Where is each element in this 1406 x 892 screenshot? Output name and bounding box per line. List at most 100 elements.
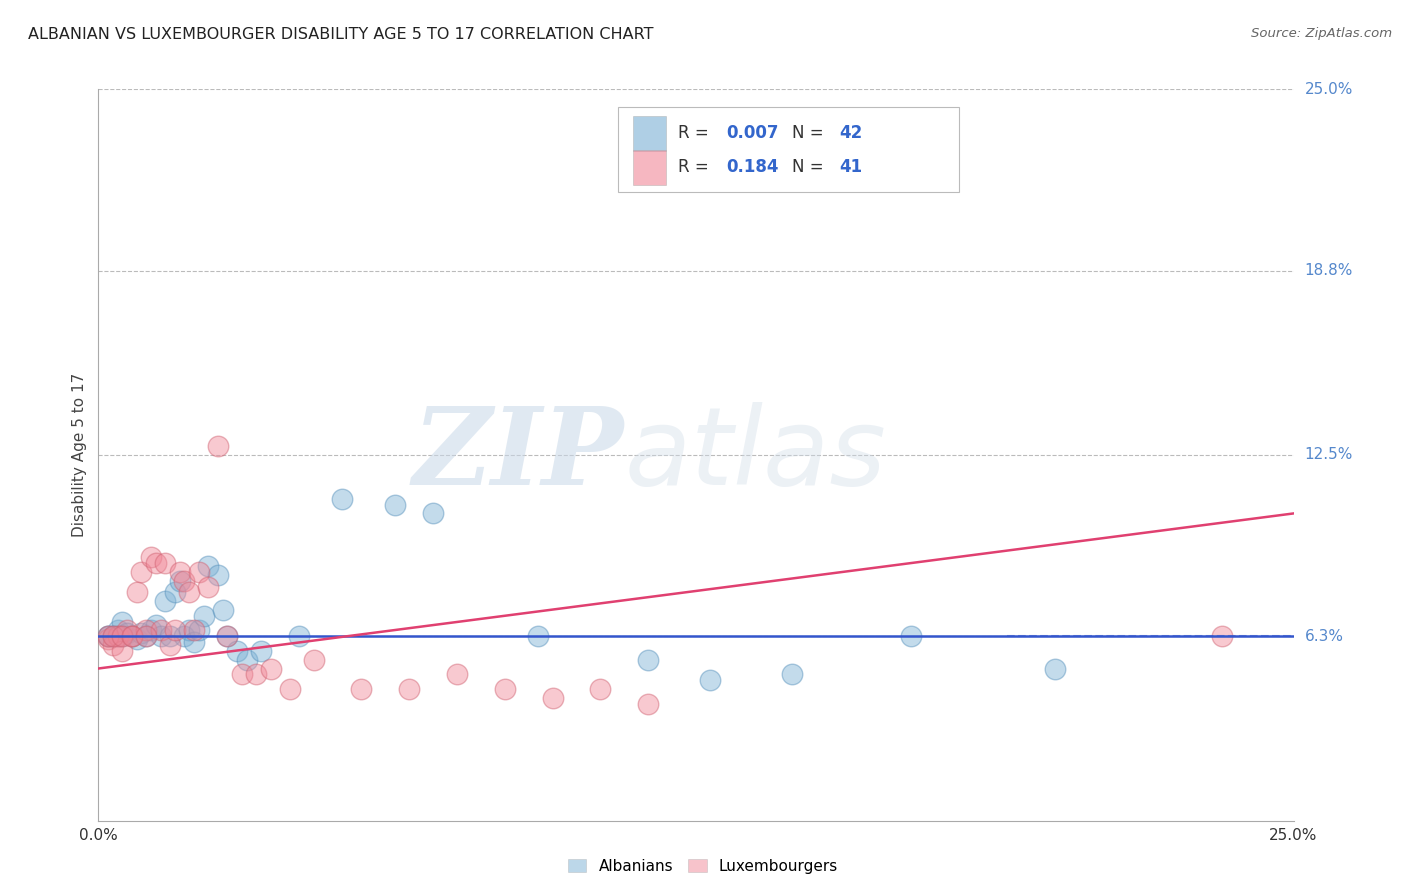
Point [159, 638, 181, 652]
Point [193, 608, 215, 623]
Point [173, 574, 195, 588]
Point [637, 697, 659, 711]
Text: Source: ZipAtlas.com: Source: ZipAtlas.com [1251, 27, 1392, 40]
Point [259, 661, 281, 675]
Point [97, 629, 120, 643]
Point [179, 624, 201, 638]
Point [139, 550, 162, 565]
Text: ZIP: ZIP [413, 402, 624, 508]
Point [1043, 661, 1066, 675]
Point [183, 624, 205, 638]
Point [115, 626, 138, 640]
Point [250, 644, 273, 658]
Point [107, 624, 129, 638]
Point [169, 565, 191, 579]
Text: atlas: atlas [624, 402, 886, 508]
Point [780, 667, 803, 681]
Point [207, 567, 229, 582]
Point [155, 556, 177, 570]
Point [183, 635, 205, 649]
Point [384, 498, 406, 512]
Point [101, 629, 124, 643]
Point [302, 653, 325, 667]
Text: 42: 42 [839, 124, 863, 142]
Point [135, 629, 157, 643]
Text: 18.8%: 18.8% [1305, 263, 1353, 278]
Point [163, 585, 186, 599]
Point [145, 556, 167, 570]
Point [97, 632, 120, 647]
Text: 25.0%: 25.0% [1305, 82, 1353, 96]
Point [197, 559, 219, 574]
Point [107, 629, 129, 643]
FancyBboxPatch shape [619, 108, 959, 192]
Text: 0.007: 0.007 [725, 124, 779, 142]
Point [207, 439, 229, 453]
Point [115, 624, 138, 638]
Point [111, 644, 134, 658]
Point [121, 629, 143, 643]
Point [149, 624, 172, 638]
Point [111, 615, 134, 629]
Point [145, 617, 167, 632]
Point [527, 629, 550, 643]
Point [169, 574, 191, 588]
Point [235, 653, 257, 667]
Text: ALBANIAN VS LUXEMBOURGER DISABILITY AGE 5 TO 17 CORRELATION CHART: ALBANIAN VS LUXEMBOURGER DISABILITY AGE … [28, 27, 654, 42]
Point [231, 667, 253, 681]
Point [111, 629, 134, 643]
Point [187, 624, 209, 638]
Point [589, 681, 612, 696]
Point [637, 653, 659, 667]
Point [494, 681, 516, 696]
Text: N =: N = [792, 124, 828, 142]
Point [111, 629, 134, 643]
Point [197, 580, 219, 594]
Text: N =: N = [792, 159, 828, 177]
Point [155, 594, 177, 608]
Point [107, 629, 129, 643]
Point [278, 681, 301, 696]
Point [101, 638, 124, 652]
Point [131, 626, 153, 640]
Point [217, 629, 239, 643]
Text: 12.5%: 12.5% [1305, 448, 1353, 462]
Point [131, 565, 153, 579]
Point [187, 565, 209, 579]
Point [121, 629, 143, 643]
Point [1211, 629, 1233, 643]
Point [541, 690, 564, 705]
Point [350, 681, 373, 696]
Point [135, 624, 157, 638]
Point [179, 585, 201, 599]
Point [446, 667, 468, 681]
Point [101, 629, 124, 643]
Text: 6.3%: 6.3% [1305, 629, 1344, 644]
Point [125, 632, 148, 647]
Point [163, 624, 186, 638]
Point [211, 603, 233, 617]
Point [97, 629, 120, 643]
Point [159, 629, 181, 643]
Text: 0.184: 0.184 [725, 159, 779, 177]
Point [125, 585, 148, 599]
Point [101, 629, 124, 643]
Point [398, 681, 420, 696]
Point [217, 629, 239, 643]
Point [97, 629, 120, 643]
Text: 41: 41 [839, 159, 862, 177]
Point [226, 644, 249, 658]
Point [173, 629, 195, 643]
Point [330, 491, 353, 506]
Point [121, 629, 143, 643]
Point [149, 629, 172, 643]
Y-axis label: Disability Age 5 to 17: Disability Age 5 to 17 [72, 373, 87, 537]
Legend: Albanians, Luxembourgers: Albanians, Luxembourgers [562, 853, 844, 880]
Point [422, 507, 444, 521]
Point [699, 673, 721, 688]
Point [139, 624, 162, 638]
Text: R =: R = [678, 124, 714, 142]
Text: R =: R = [678, 159, 714, 177]
Point [245, 667, 267, 681]
Point [288, 629, 311, 643]
